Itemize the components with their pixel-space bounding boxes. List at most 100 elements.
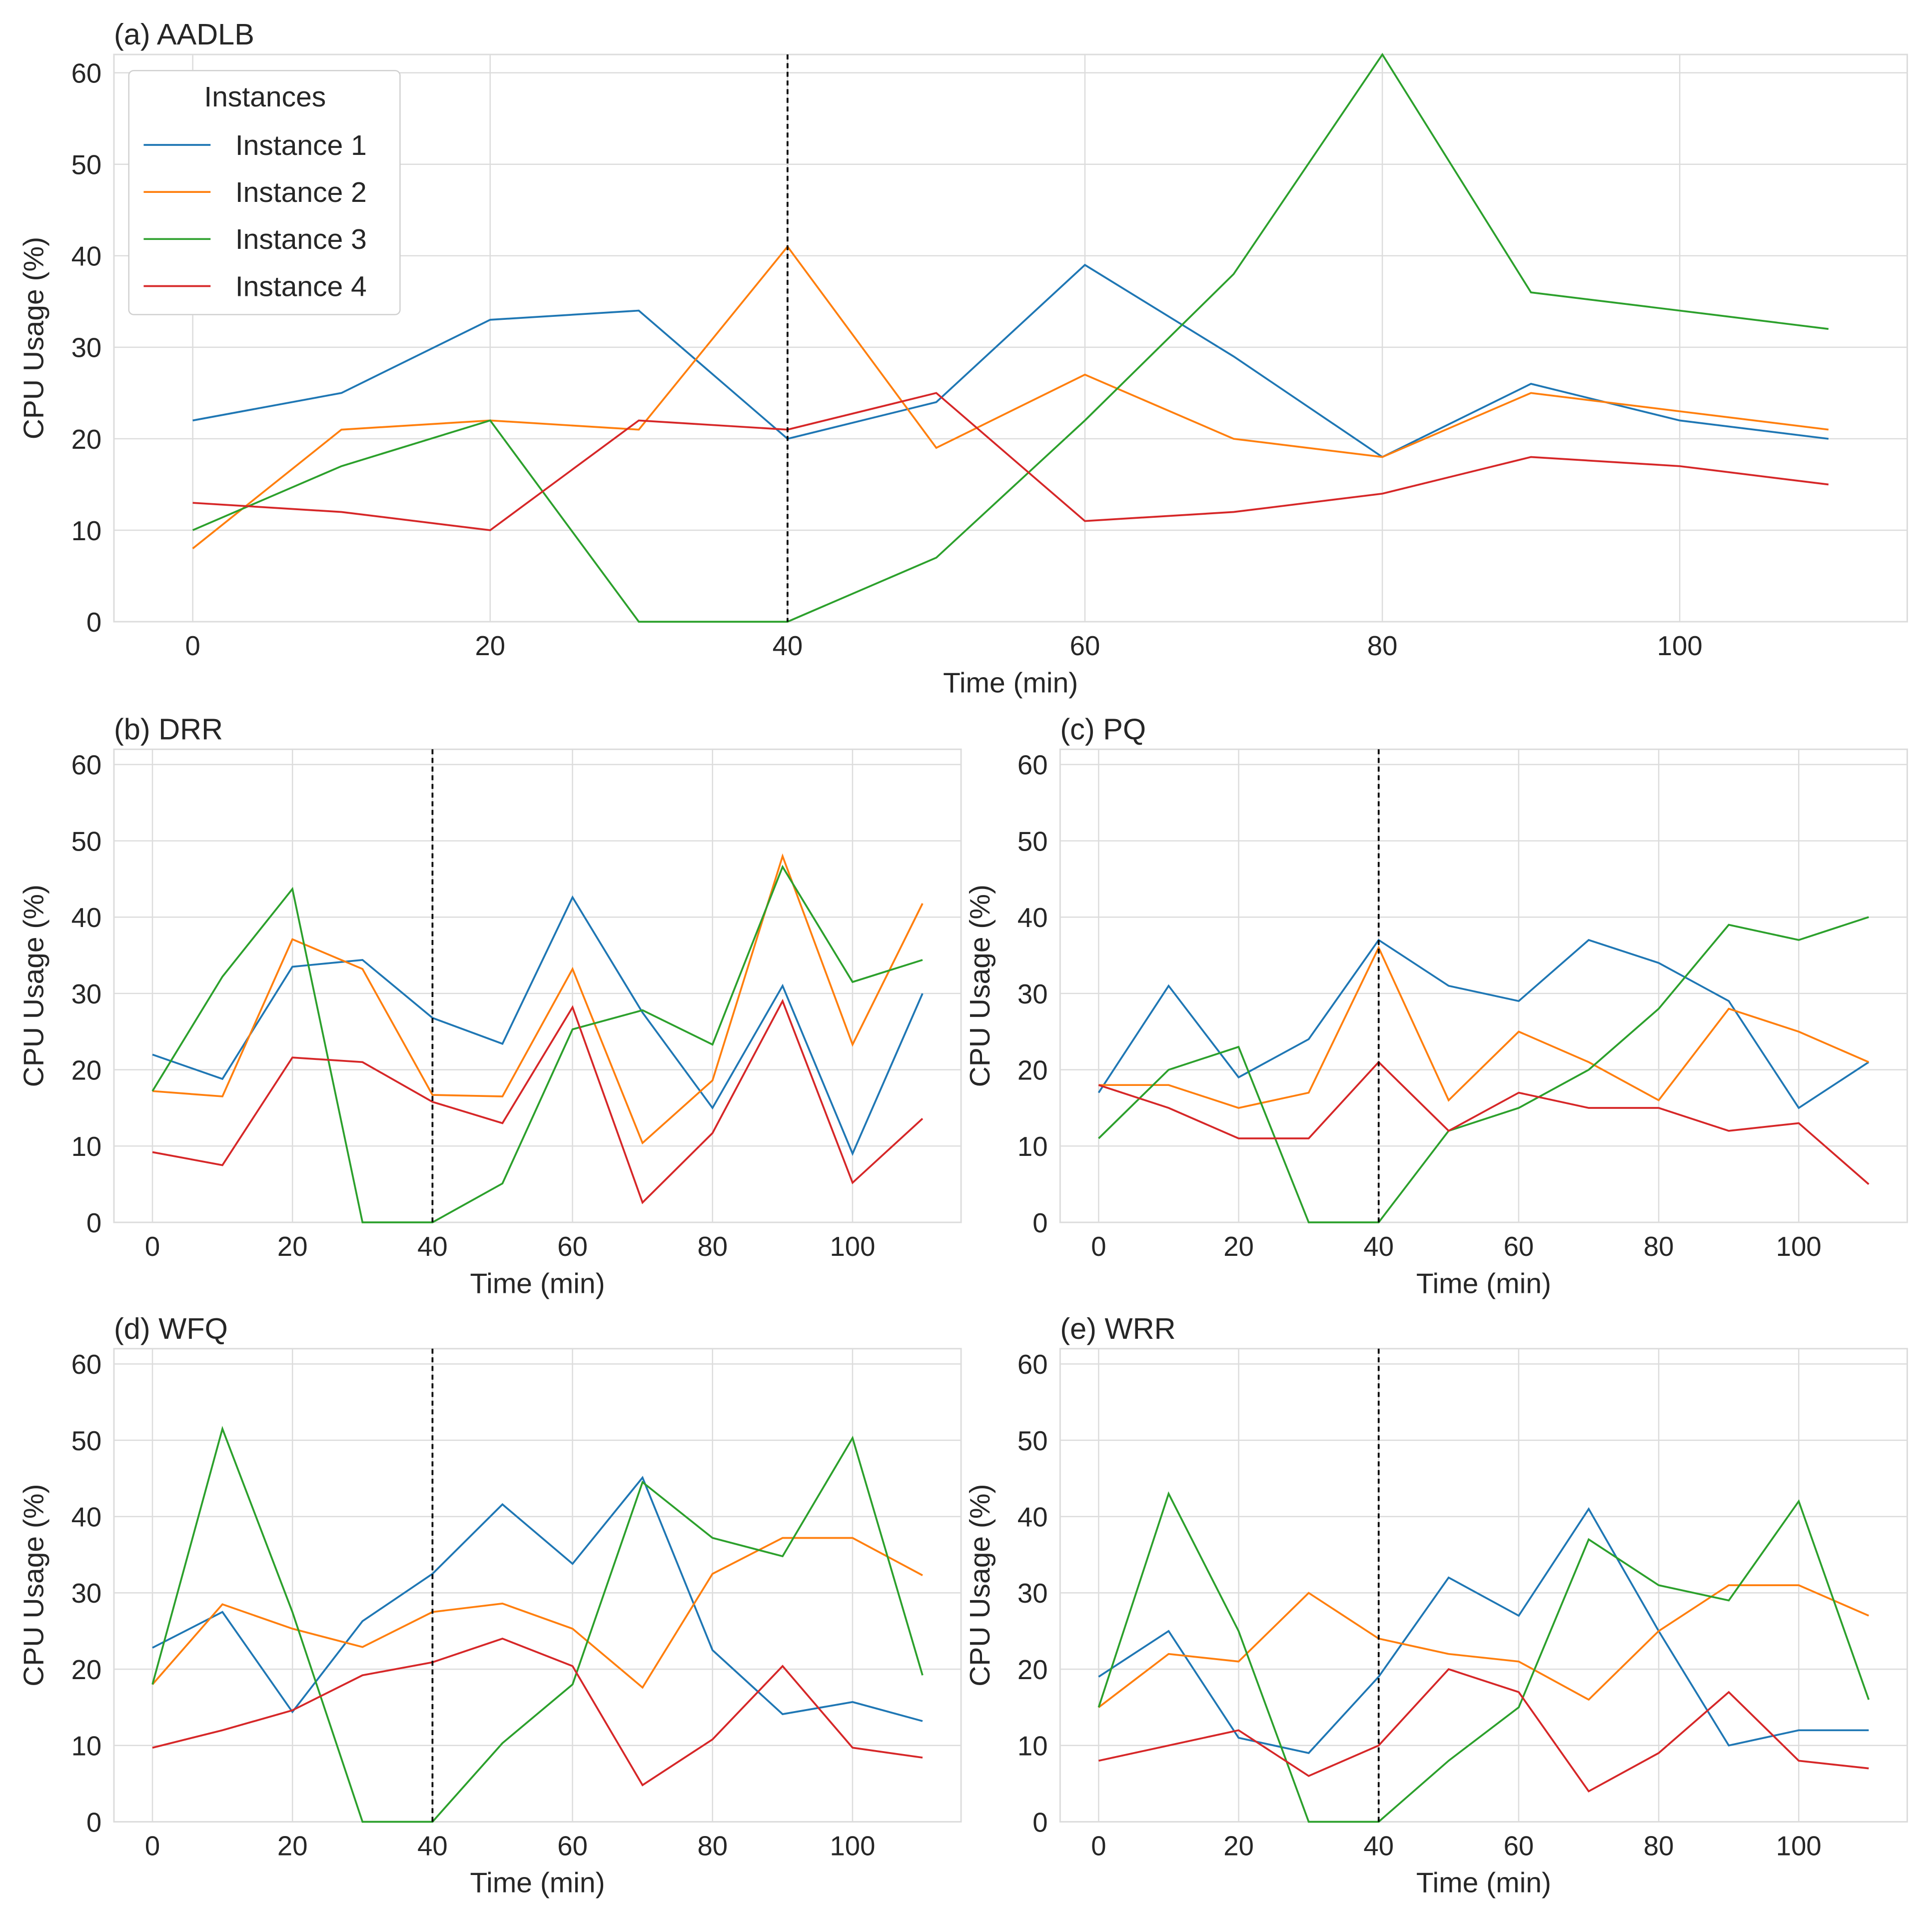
series-line-instance-3 xyxy=(151,865,923,1223)
y-axis-label: CPU Usage (%) xyxy=(964,1484,996,1686)
x-tick-label: 60 xyxy=(557,1231,588,1262)
panel-title: (d) WFQ xyxy=(114,1312,228,1345)
y-tick-label: 40 xyxy=(71,903,102,933)
x-tick-label: 80 xyxy=(1644,1231,1674,1262)
y-tick-label: 20 xyxy=(71,1055,102,1085)
x-tick-label: 0 xyxy=(1091,1231,1106,1262)
y-tick-label: 60 xyxy=(1017,1349,1048,1380)
series-line-instance-2 xyxy=(1098,945,1870,1109)
y-tick-label: 10 xyxy=(1017,1731,1048,1762)
y-tick-label: 50 xyxy=(1017,826,1048,857)
x-tick-label: 0 xyxy=(145,1831,160,1861)
y-tick-label: 40 xyxy=(1017,1502,1048,1533)
y-tick-label: 30 xyxy=(71,333,102,363)
y-axis-label: CPU Usage (%) xyxy=(18,885,50,1087)
series-line-instance-4 xyxy=(152,998,924,1204)
x-tick-label: 80 xyxy=(697,1231,728,1262)
y-tick-label: 30 xyxy=(1017,1578,1048,1609)
y-axis-label: CPU Usage (%) xyxy=(964,885,996,1087)
y-tick-label: 60 xyxy=(1017,750,1048,781)
y-tick-label: 50 xyxy=(1017,1426,1048,1456)
x-axis-label: Time (min) xyxy=(1416,1867,1551,1899)
x-tick-label: 100 xyxy=(1776,1831,1822,1861)
series-line-instance-1 xyxy=(152,1476,923,1722)
x-tick-label: 80 xyxy=(697,1831,728,1861)
y-tick-label: 10 xyxy=(71,1131,102,1162)
x-tick-label: 20 xyxy=(1223,1231,1254,1262)
y-tick-label: 60 xyxy=(71,1349,102,1380)
series-line-instance-2 xyxy=(151,1537,923,1689)
series-line-instance-4 xyxy=(192,392,1829,531)
x-tick-label: 20 xyxy=(1223,1831,1254,1861)
y-tick-label: 40 xyxy=(71,1502,102,1533)
y-tick-label: 30 xyxy=(1017,979,1048,1009)
legend-entry: Instance 4 xyxy=(235,270,367,302)
x-axis-label: Time (min) xyxy=(470,1867,605,1899)
y-tick-label: 40 xyxy=(71,241,102,272)
legend: Instances Instance 1 Instance 2 Instance 3 I… xyxy=(128,70,401,315)
y-tick-label: 50 xyxy=(71,826,102,857)
series-line-instance-3 xyxy=(192,52,1829,623)
y-axis-label: CPU Usage (%) xyxy=(18,1484,50,1686)
series-line-instance-1 xyxy=(1097,939,1870,1109)
x-axis-label: Time (min) xyxy=(1416,1267,1551,1299)
plot-frame xyxy=(113,53,1908,623)
legend-box xyxy=(128,70,401,315)
y-tick-label: 20 xyxy=(71,424,102,455)
panel-title: (a) AADLB xyxy=(114,17,254,51)
legend-entry: Instance 1 xyxy=(235,129,367,161)
series-line-instance-3 xyxy=(1097,1491,1870,1823)
series-line-instance-3 xyxy=(151,1426,924,1823)
series-line-instance-1 xyxy=(1098,1507,1869,1754)
series-line-instance-1 xyxy=(152,895,924,1156)
x-tick-label: 40 xyxy=(1363,1231,1394,1262)
plot-frame xyxy=(113,748,962,1223)
x-tick-label: 60 xyxy=(557,1831,588,1861)
y-tick-label: 50 xyxy=(71,1426,102,1456)
x-tick-label: 20 xyxy=(277,1831,308,1861)
y-tick-label: 0 xyxy=(86,1208,101,1238)
x-tick-label: 0 xyxy=(145,1231,160,1262)
panel-3: 0 10 20 30 40 50 60 0 20 40 60 80 100 (d) WFQ Time (mi… xyxy=(18,1312,962,1899)
y-tick-label: 30 xyxy=(71,979,102,1009)
x-tick-label: 100 xyxy=(830,1231,875,1262)
panel-title: (b) DRR xyxy=(114,713,223,746)
panel-2: 0 10 20 30 40 50 60 0 20 40 60 80 100 (c) PQ Time (min… xyxy=(964,713,1908,1299)
x-tick-label: 100 xyxy=(1657,631,1703,661)
x-tick-label: 0 xyxy=(185,631,200,661)
panel-4: 0 10 20 30 40 50 60 0 20 40 60 80 100 (e) WRR Time (mi… xyxy=(964,1312,1908,1899)
y-tick-label: 0 xyxy=(1032,1807,1047,1838)
y-tick-label: 20 xyxy=(1017,1055,1048,1085)
x-tick-label: 20 xyxy=(277,1231,308,1262)
x-tick-label: 40 xyxy=(417,1231,448,1262)
y-axis-label: CPU Usage (%) xyxy=(18,237,50,439)
y-tick-label: 30 xyxy=(71,1578,102,1609)
y-tick-label: 60 xyxy=(71,750,102,781)
series-line-instance-2 xyxy=(1098,1584,1870,1708)
plot-frame xyxy=(1059,1348,1908,1823)
series-line-instance-3 xyxy=(1098,916,1869,1223)
series-line-instance-4 xyxy=(152,1637,923,1787)
panel-title: (c) PQ xyxy=(1060,713,1146,746)
y-tick-label: 60 xyxy=(71,58,102,89)
y-tick-label: 10 xyxy=(71,1731,102,1762)
legend-entry: Instance 3 xyxy=(235,223,367,255)
legend-title: Instances xyxy=(204,81,326,113)
y-tick-label: 20 xyxy=(71,1655,102,1685)
panel-1: 0 10 20 30 40 50 60 0 20 40 60 80 100 (b) DRR Time (mi… xyxy=(18,713,962,1299)
x-tick-label: 0 xyxy=(1091,1831,1106,1861)
x-tick-label: 40 xyxy=(1363,1831,1394,1861)
x-tick-label: 100 xyxy=(830,1831,875,1861)
y-tick-label: 50 xyxy=(71,150,102,180)
y-tick-label: 10 xyxy=(71,516,102,546)
panel-0: 0 10 20 30 40 50 60 0 20 40 60 80 100 (a) AADLB Time (… xyxy=(18,17,1908,699)
x-axis-label: Time (min) xyxy=(470,1267,605,1299)
series-line-instance-1 xyxy=(192,263,1829,458)
x-tick-label: 60 xyxy=(1504,1831,1534,1861)
plot-frame xyxy=(1059,748,1908,1223)
x-tick-label: 80 xyxy=(1367,631,1398,661)
x-tick-label: 20 xyxy=(475,631,505,661)
y-tick-label: 0 xyxy=(86,607,101,638)
series-line-instance-4 xyxy=(1098,1668,1869,1793)
